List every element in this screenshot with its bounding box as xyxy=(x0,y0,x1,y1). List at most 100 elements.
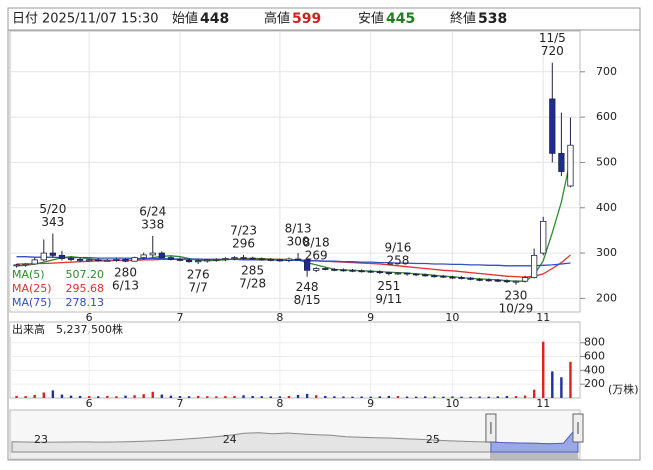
candle-body xyxy=(412,273,420,276)
volume-bar xyxy=(469,396,472,398)
volume-bar xyxy=(97,396,100,398)
candle-body xyxy=(267,259,274,261)
volume-bar xyxy=(451,396,454,398)
x-tick-label: 11 xyxy=(536,311,550,324)
annotation-value: 296 xyxy=(232,236,255,250)
y-tick-label: 600 xyxy=(596,110,617,123)
volume-bar xyxy=(315,395,318,398)
candle-body xyxy=(249,257,256,260)
candle-body xyxy=(376,271,383,274)
x-tick-label: 6 xyxy=(86,311,93,324)
volume-bar xyxy=(24,396,27,398)
volume-bar xyxy=(42,392,45,398)
candle-body xyxy=(322,268,329,270)
annotation-date: 6/13 xyxy=(112,279,139,293)
volume-bar xyxy=(151,391,154,398)
volume-bar xyxy=(405,396,409,398)
navigator-selected xyxy=(490,424,579,453)
candle-body xyxy=(113,259,120,261)
volume-bar xyxy=(33,394,36,398)
x-tick-label: 10 xyxy=(445,311,459,324)
volume-bar xyxy=(560,377,563,398)
close-label: 終値 xyxy=(450,11,476,27)
candle-body xyxy=(521,277,529,282)
candle-body xyxy=(358,270,365,273)
candle-body xyxy=(195,260,202,263)
volume-bar xyxy=(460,396,463,398)
price-panel xyxy=(9,30,581,313)
candle-body xyxy=(67,258,75,260)
ma-legend-bg xyxy=(10,266,106,310)
volume-bar xyxy=(442,396,445,398)
y-tick-label: 400 xyxy=(596,201,617,214)
x-tick-label: 7 xyxy=(176,311,183,324)
volume-panel xyxy=(9,321,581,399)
volume-bar xyxy=(423,396,427,398)
annotation-date: 7/7 xyxy=(188,280,207,294)
candle-body xyxy=(213,259,220,261)
navigator-label: 25 xyxy=(426,433,440,446)
candle-body xyxy=(431,275,438,278)
volume-bar xyxy=(169,395,173,398)
annotation-date: 5/20 xyxy=(39,202,66,216)
candle-body xyxy=(485,279,492,282)
candle-body xyxy=(204,259,211,262)
y-tick-label: 200 xyxy=(596,291,617,304)
volume-bar xyxy=(351,396,354,398)
low-label: 安値 xyxy=(358,11,384,27)
x-tick-label: 6 xyxy=(86,397,93,410)
volume-bar xyxy=(414,396,418,398)
high-label: 高値 xyxy=(264,11,290,27)
volume-bar xyxy=(278,396,282,398)
volume-bar xyxy=(505,395,509,398)
candle-body xyxy=(531,254,538,278)
volume-bar xyxy=(124,395,127,398)
candle-body xyxy=(476,278,483,281)
volume-bar xyxy=(569,361,572,398)
volume-bar xyxy=(51,390,55,398)
candle-body xyxy=(422,274,429,277)
annotation-date: 8/18 xyxy=(303,236,330,250)
candle-body xyxy=(185,259,193,263)
candle-body xyxy=(285,258,293,261)
candle-body xyxy=(385,272,392,274)
high-value: 599 xyxy=(292,11,321,27)
candle-body xyxy=(95,259,102,262)
x-tick-label: 8 xyxy=(276,311,283,324)
candle-body xyxy=(176,259,184,261)
scroll-thumb[interactable] xyxy=(490,452,578,459)
candle-body xyxy=(58,254,66,259)
legend-value: 295.68 xyxy=(66,282,105,295)
candle-body xyxy=(331,268,338,271)
close-value: 538 xyxy=(478,11,507,27)
candle-body xyxy=(403,272,411,275)
volume-bar xyxy=(542,341,545,398)
annotation-value: 343 xyxy=(41,215,64,229)
candle-body xyxy=(449,276,456,279)
y-tick-label: 500 xyxy=(596,155,617,168)
volume-bar xyxy=(133,395,136,398)
candle-body xyxy=(313,268,320,271)
candle-body xyxy=(340,269,347,272)
annotation-date: 7/28 xyxy=(239,276,266,290)
legend-label: MA(5) xyxy=(12,268,45,281)
candle-body xyxy=(494,279,501,282)
y-tick-label: 800 xyxy=(584,336,605,349)
volume-bar xyxy=(387,395,391,398)
candle-body xyxy=(149,252,156,256)
volume-bar xyxy=(496,396,500,398)
candle-body xyxy=(276,259,284,262)
candle-body xyxy=(567,144,574,187)
volume-bar xyxy=(305,393,309,398)
y-tick-label: 300 xyxy=(596,246,617,259)
candle-body xyxy=(540,220,547,254)
volume-unit: (万株) xyxy=(608,382,639,396)
candle-body xyxy=(22,263,29,266)
legend-label: MA(25) xyxy=(12,282,52,295)
candle-body xyxy=(467,277,474,280)
volume-bar xyxy=(196,395,200,398)
navigator-label: 23 xyxy=(34,433,48,446)
y-tick-label: 400 xyxy=(584,363,605,376)
annotation-value: 338 xyxy=(141,217,164,231)
volume-bar xyxy=(69,395,73,398)
